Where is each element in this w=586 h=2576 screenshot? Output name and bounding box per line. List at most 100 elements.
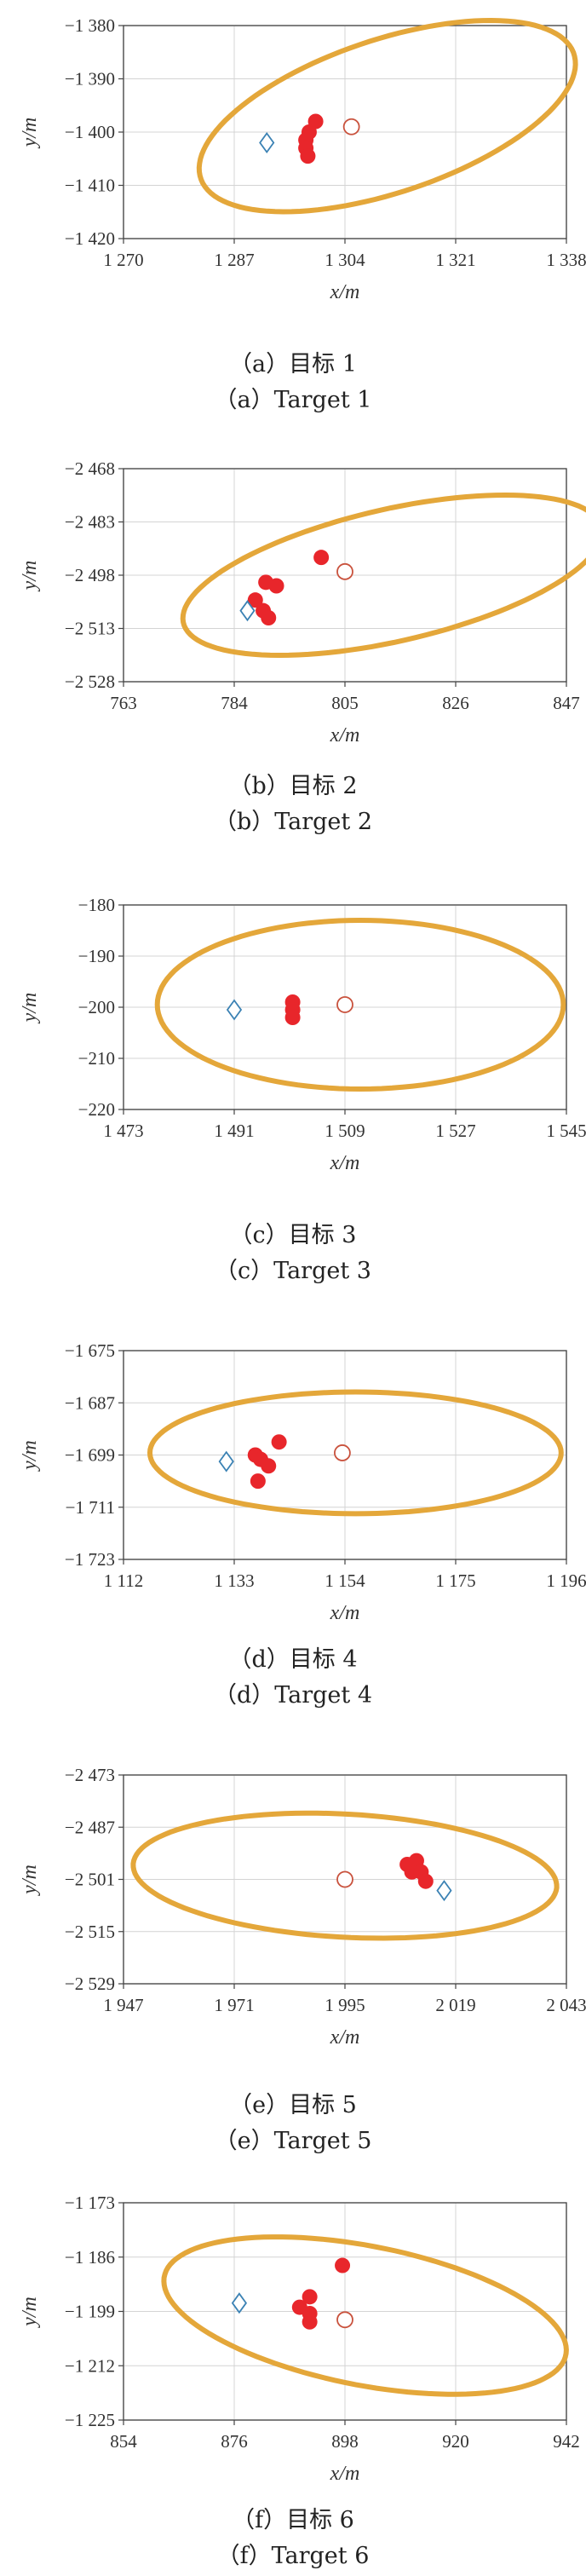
plot-border	[123, 2202, 567, 2421]
x-tick-label: 1 527	[435, 1121, 475, 1141]
reference-diamond-marker	[259, 131, 275, 154]
y-tick-label: −2 487	[65, 1817, 115, 1837]
y-tick-label: −1 675	[65, 1340, 115, 1361]
reference-circle-marker	[336, 1870, 353, 1888]
x-tick-label: 2 019	[435, 1995, 475, 2015]
confidence-ellipse	[154, 917, 566, 1092]
y-axis-label: y/m	[19, 993, 41, 1024]
measured-point	[302, 2289, 318, 2305]
x-tick-label: 1 133	[214, 1570, 254, 1591]
x-tick-label: 1 321	[435, 250, 475, 270]
plot-border	[123, 1350, 567, 1560]
caption-en: （d）Target 4	[213, 1682, 373, 1709]
reference-circle-marker	[336, 2311, 353, 2329]
chart-svg-6: 854 876 898 920 942 −1 173 −1 186 −1 199 −1 212 −…	[19, 2193, 580, 2485]
chart-svg-5: 1 947 1 971 1 995 2 019 2 043 −2 473 −2 487 −2 …	[19, 1765, 586, 2049]
chart-panel-target-5: 1 947 1 971 1 995 2 019 2 043 −2 473 −2 487 −2 …	[0, 1741, 586, 2167]
x-tick-label: 1 338	[546, 250, 586, 270]
x-tick-label: 1 971	[214, 1995, 254, 2015]
plot-border	[123, 25, 567, 239]
measured-point	[268, 578, 284, 594]
y-tick-label: −1 390	[65, 69, 115, 89]
caption-en: （a）Target 1	[214, 387, 372, 413]
y-tick-label: −1 199	[65, 2302, 115, 2322]
chart-panel-target-3: 1 473 1 491 1 509 1 527 1 545 −180 −190 −200 −21…	[0, 867, 586, 1293]
x-tick-label: 784	[221, 693, 248, 713]
x-tick-label: 1 509	[325, 1121, 365, 1141]
x-axis-label: x/m	[330, 1602, 360, 1624]
x-axis-label: x/m	[330, 2026, 360, 2049]
caption-cn: （d）目标 4	[228, 1646, 358, 1673]
y-tick-label: −1 699	[65, 1445, 115, 1466]
measured-point	[284, 1010, 301, 1025]
x-axis-label: x/m	[330, 1152, 360, 1174]
chart-panel-target-2: 763 784 805 826 847 −2 468 −2 483 −2 498 −2 513 −…	[0, 430, 586, 856]
reference-diamond-marker	[226, 999, 243, 1021]
measured-point	[417, 1873, 434, 1889]
confidence-ellipse	[161, 2234, 569, 2397]
chart-svg-1: 1 270 1 287 1 304 1 321 1 338 −1 380 −1 390 −1 …	[19, 15, 586, 303]
x-tick-label: 1 196	[546, 1570, 586, 1591]
y-tick-label: −1 687	[65, 1392, 115, 1413]
confidence-ellipse	[196, 17, 578, 215]
y-tick-label: −1 380	[65, 15, 115, 36]
y-axis-label: y/m	[19, 1440, 41, 1472]
x-axis-label: x/m	[330, 724, 360, 746]
reference-circle-marker	[334, 1444, 351, 1461]
reference-circle-marker	[336, 562, 353, 580]
y-tick-label: −1 410	[65, 176, 115, 196]
reference-diamond-marker	[436, 1880, 452, 1902]
reference-circle-marker	[342, 118, 360, 135]
y-axis-label: y/m	[19, 118, 41, 149]
y-tick-label: −1 186	[65, 2247, 115, 2268]
x-tick-label: 1 287	[214, 250, 254, 270]
y-tick-label: −1 400	[65, 122, 115, 142]
measured-point	[250, 1473, 266, 1490]
y-tick-label: −1 420	[65, 228, 115, 249]
x-axis-label: x/m	[330, 2463, 360, 2485]
measured-point	[271, 1434, 287, 1450]
x-tick-label: 1 154	[325, 1570, 365, 1591]
x-tick-label: 1 491	[214, 1121, 254, 1141]
x-tick-label: 1 270	[103, 250, 143, 270]
y-tick-label: −190	[78, 946, 115, 966]
y-axis-label: y/m	[19, 2297, 41, 2328]
measured-point	[261, 610, 277, 625]
x-tick-label: 1 112	[104, 1570, 143, 1591]
x-axis-label: x/m	[330, 281, 360, 303]
y-tick-label: −2 529	[65, 1974, 115, 1994]
y-tick-label: −210	[78, 1048, 115, 1069]
caption-cn: （e）目标 5	[229, 2092, 357, 2118]
x-tick-label: 1 473	[103, 1121, 143, 1141]
measured-point	[261, 1458, 277, 1474]
caption-en: （e）Target 5	[214, 2128, 372, 2154]
y-tick-label: −2 483	[65, 512, 115, 533]
reference-diamond-marker	[231, 2292, 248, 2314]
caption-cn: （c）目标 3	[229, 1222, 357, 1248]
x-tick-label: 847	[553, 693, 580, 713]
x-tick-label: 854	[110, 2431, 137, 2452]
chart-svg-4: 1 112 1 133 1 154 1 175 1 196 −1 675 −1 687 −1 …	[19, 1340, 586, 1624]
y-tick-label: −180	[78, 895, 115, 915]
x-tick-label: 920	[442, 2431, 469, 2452]
x-tick-label: 1 545	[546, 1121, 586, 1141]
caption-en: （c）Target 3	[215, 1258, 371, 1284]
measured-point	[300, 148, 316, 164]
x-tick-label: 826	[442, 693, 469, 713]
y-tick-label: −220	[78, 1099, 115, 1120]
y-tick-label: −1 225	[65, 2410, 115, 2430]
confidence-ellipse	[130, 1810, 560, 1941]
plot-border	[123, 1774, 567, 1985]
chart-panel-target-4: 1 112 1 133 1 154 1 175 1 196 −1 675 −1 687 −1 …	[0, 1304, 586, 1730]
caption-cn: （b）目标 2	[228, 773, 358, 799]
y-tick-label: −1 212	[65, 2355, 115, 2376]
x-tick-label: 1 947	[103, 1995, 143, 2015]
reference-circle-marker	[336, 996, 353, 1013]
chart-panel-target-1: 1 270 1 287 1 304 1 321 1 338 −1 380 −1 390 −1 …	[0, 0, 586, 413]
y-tick-label: −1 723	[65, 1549, 115, 1570]
y-tick-label: −2 498	[65, 565, 115, 585]
y-tick-label: −1 711	[66, 1497, 115, 1518]
measured-point	[313, 550, 330, 566]
y-tick-label: −2 473	[65, 1765, 115, 1785]
y-tick-label: −2 513	[65, 619, 115, 639]
